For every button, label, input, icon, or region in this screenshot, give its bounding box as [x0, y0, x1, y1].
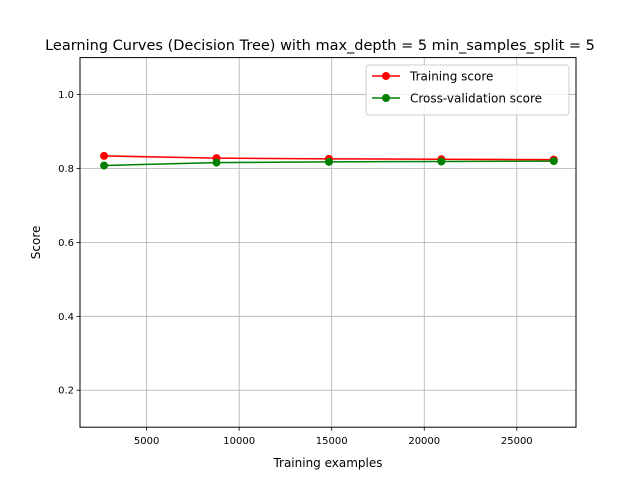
series-lines: [100, 151, 558, 170]
data-point: [100, 151, 109, 160]
legend-label: Cross-validation score: [410, 92, 542, 106]
data-point: [437, 157, 446, 166]
x-tick-label: 15000: [316, 436, 348, 447]
x-tick-label: 10000: [223, 436, 255, 447]
legend-box: [365, 64, 570, 116]
x-tick-label: 20000: [408, 436, 440, 447]
y-tick-label: 0.6: [58, 238, 74, 249]
data-point: [324, 157, 333, 166]
x-axis-ticks: 5000 10000 15000 20000 25000: [134, 427, 533, 447]
y-axis-ticks: 0.2 0.4 0.6 0.8 1.0: [58, 90, 80, 397]
y-tick-label: 0.4: [58, 312, 74, 323]
legend-marker: [382, 94, 390, 102]
legend-marker: [382, 72, 390, 80]
y-tick-label: 0.8: [58, 164, 74, 175]
legend: Training score Cross-validation score: [365, 64, 570, 116]
data-point: [212, 158, 221, 167]
y-tick-label: 1.0: [58, 90, 74, 101]
chart-title: Learning Curves (Decision Tree) with max…: [45, 38, 595, 54]
x-tick-label: 25000: [501, 436, 533, 447]
legend-items: Training score Cross-validation score: [372, 70, 542, 106]
y-tick-label: 0.2: [58, 386, 74, 397]
data-point: [549, 157, 558, 166]
legend-label: Training score: [409, 70, 493, 84]
x-axis-label: Training examples: [272, 456, 382, 470]
data-point: [100, 161, 109, 170]
x-tick-label: 5000: [134, 436, 159, 447]
y-axis-label: Score: [29, 226, 43, 260]
